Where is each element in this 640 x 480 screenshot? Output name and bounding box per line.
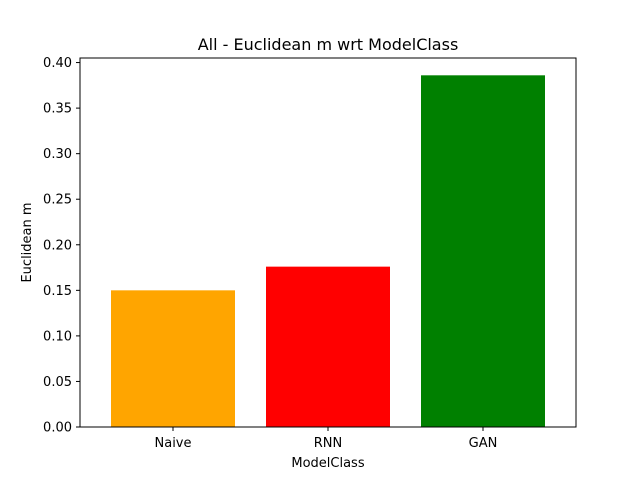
y-tick-label: 0.40 (43, 56, 72, 71)
y-axis-label: Euclidean m (20, 202, 35, 282)
y-axis-ticks: 0.00 0.05 0.10 0.15 0.20 0.25 0.30 0.35 0.40 (43, 56, 80, 436)
y-tick-label: 0.30 (43, 147, 72, 162)
bar-rnn (266, 266, 390, 427)
y-tick-label: 0.35 (43, 102, 72, 117)
x-tick-label: RNN (314, 436, 342, 451)
x-axis-ticks: Naive RNN GAN (155, 427, 498, 451)
x-tick-label: GAN (469, 436, 498, 451)
y-tick-label: 0.00 (43, 421, 72, 436)
x-axis-label: ModelClass (291, 456, 364, 471)
y-tick-label: 0.10 (43, 329, 72, 344)
y-tick-label: 0.15 (43, 284, 72, 299)
x-tick-label: Naive (155, 436, 192, 451)
y-tick-label: 0.05 (43, 375, 72, 390)
y-tick-label: 0.20 (43, 238, 72, 253)
y-tick-label: 0.25 (43, 193, 72, 208)
chart-title: All - Euclidean m wrt ModelClass (198, 35, 459, 54)
bar-naive (111, 290, 235, 427)
bar-gan (421, 75, 545, 428)
bars-group (111, 75, 545, 428)
plot-frame (79, 57, 577, 428)
